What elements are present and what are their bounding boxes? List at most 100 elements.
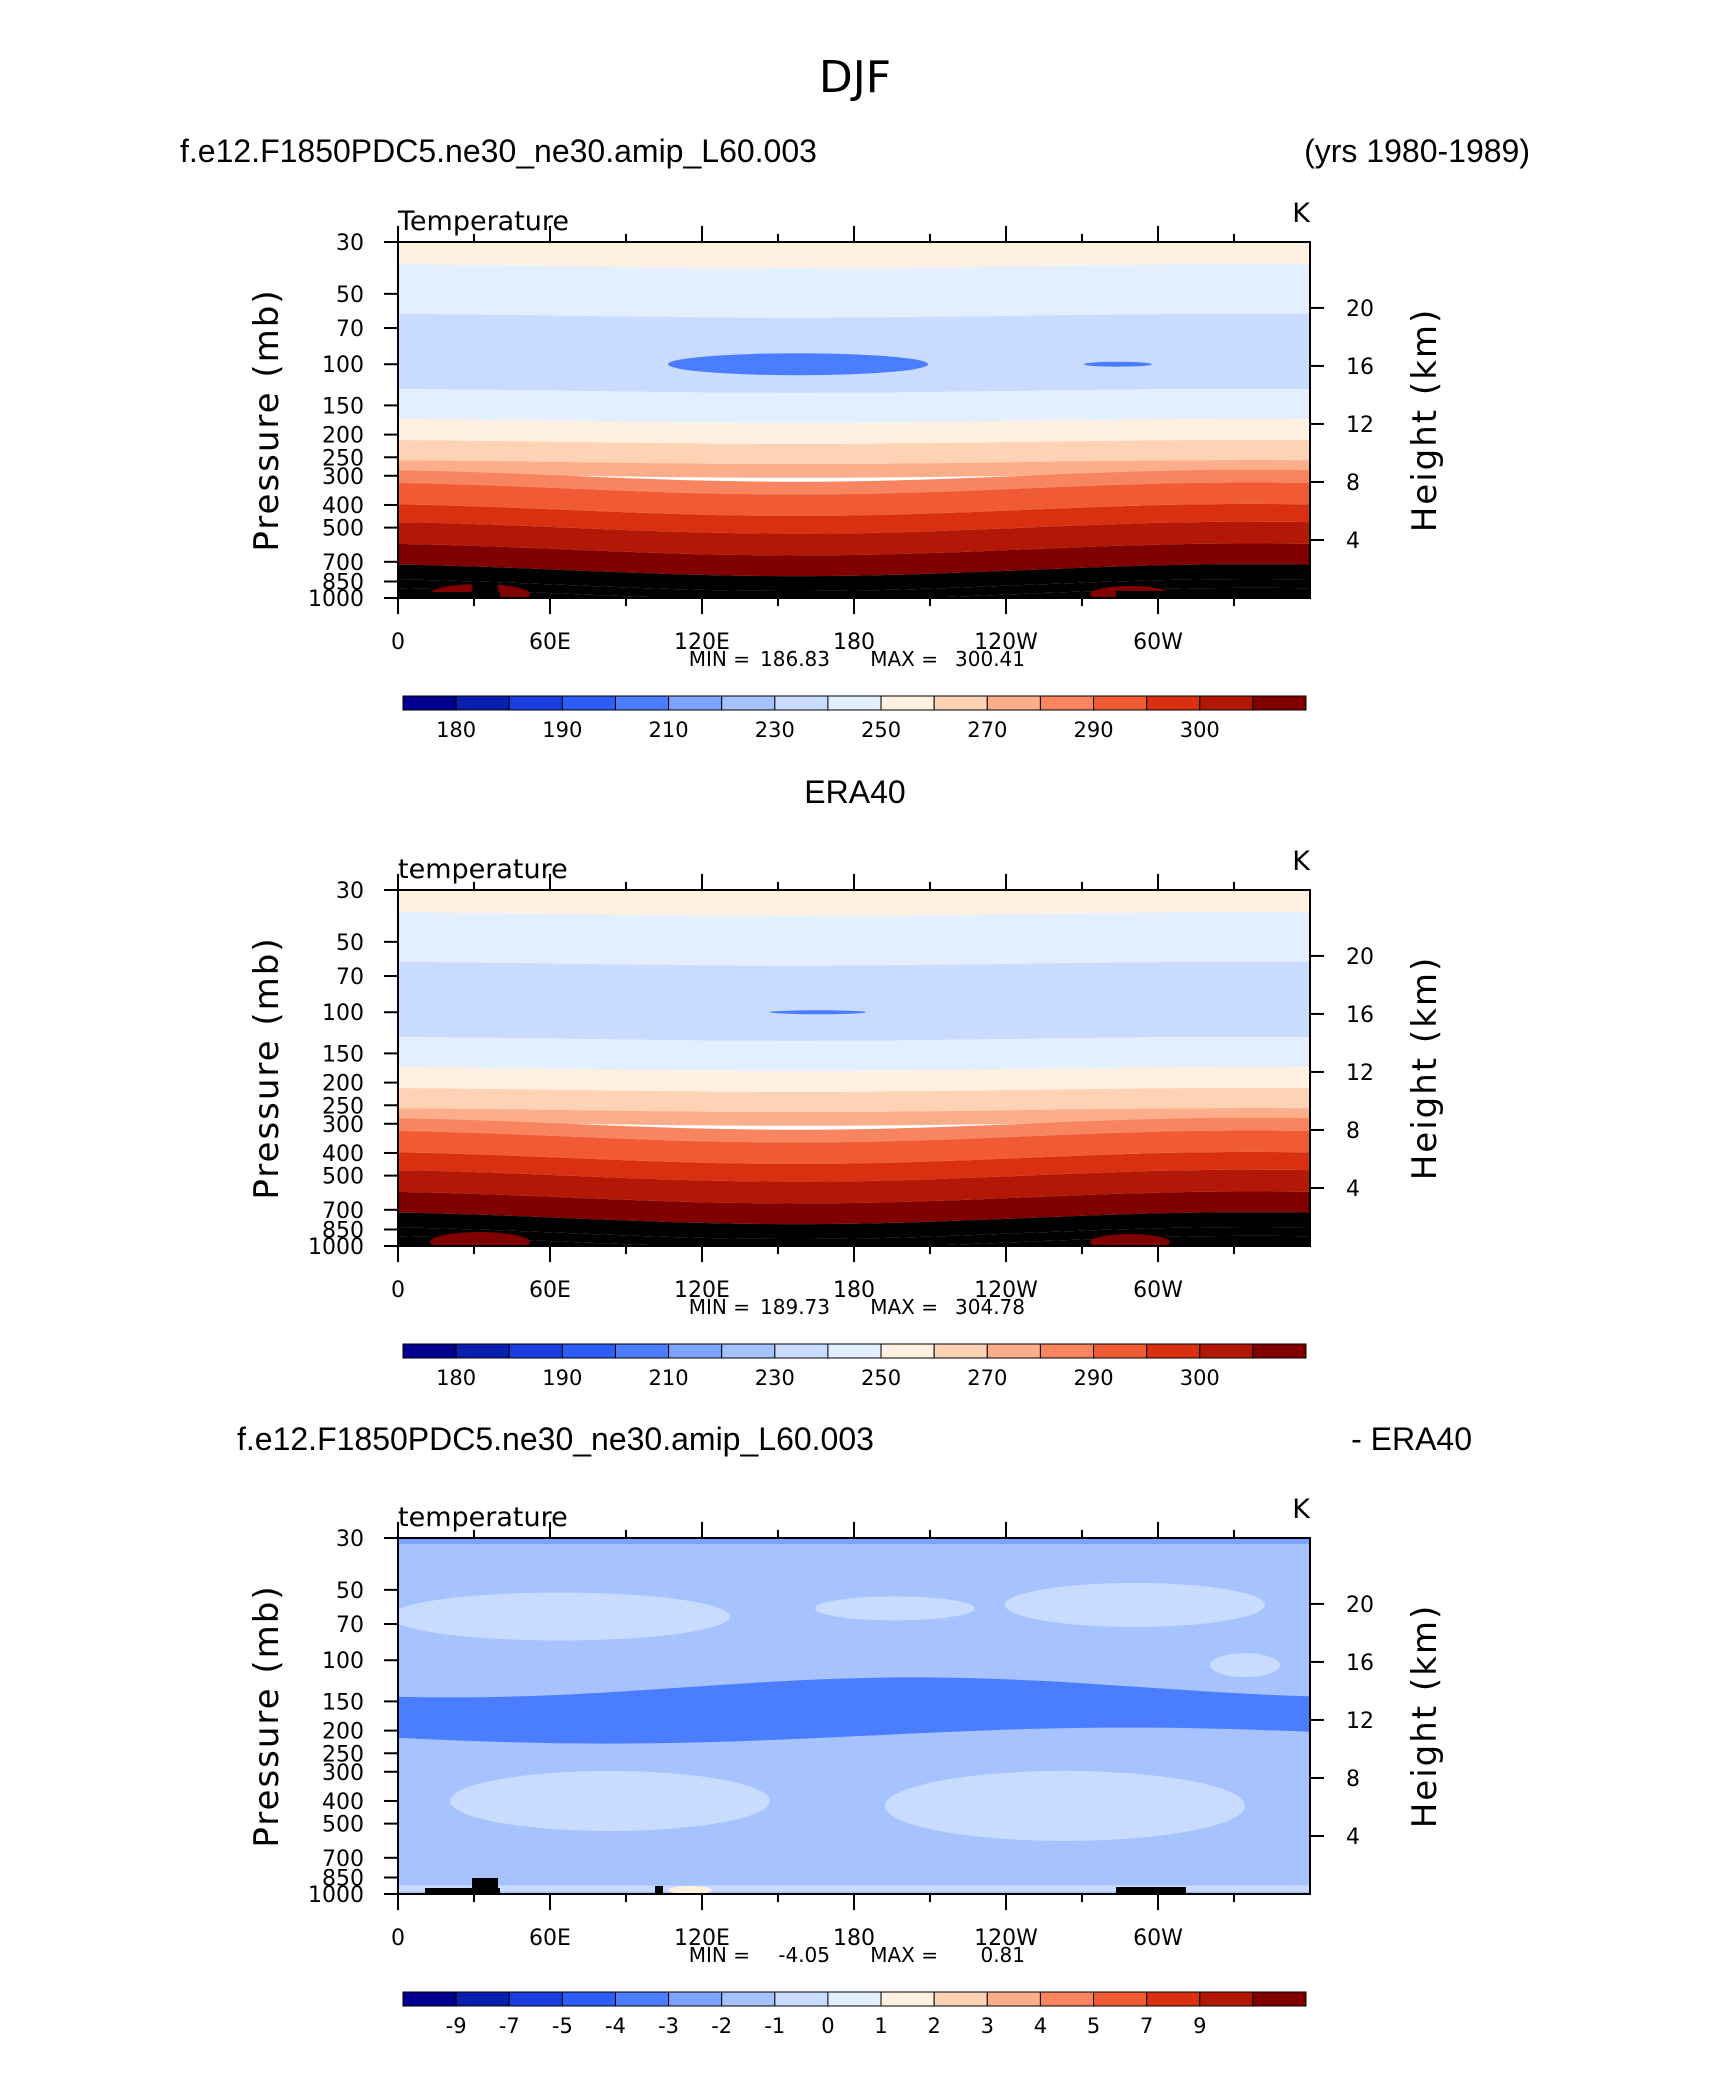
min-value: 189.73 [760, 1295, 830, 1319]
panel-units-label: K [1292, 198, 1311, 229]
contour-band [398, 460, 1310, 478]
y-tick-label: 100 [322, 1649, 364, 1674]
contour-band [398, 1227, 1310, 1246]
x-tick-label: 120W [974, 630, 1038, 655]
x-tick-label: 0 [391, 1926, 405, 1951]
contour-band [885, 1770, 1245, 1841]
right-tick-label: 16 [1346, 1651, 1374, 1676]
topography-mask [425, 592, 500, 598]
years-label: (yrs 1980-1989) [1304, 133, 1530, 169]
right-tick-label: 20 [1346, 1593, 1374, 1618]
colorbar-label: -4 [605, 2014, 626, 2038]
panel-title: ERA40 [804, 774, 905, 810]
colorbar-label: 230 [755, 1366, 795, 1390]
colorbar-swatch [402, 695, 457, 711]
colorbar-label: 270 [967, 1366, 1007, 1390]
colorbar-swatch [1199, 1991, 1254, 2007]
x-tick-label: 120E [674, 1278, 730, 1303]
colorbar-swatch [986, 1343, 1041, 1359]
colorbar-label: 210 [649, 718, 689, 742]
colorbar-swatch [508, 695, 563, 711]
panels: Temperature K0 60E 120E 180 120W 60W3050701001… [237, 198, 1472, 2038]
contour-band [815, 1596, 975, 1621]
contour-band [398, 482, 1310, 516]
contour-band [398, 912, 1310, 966]
colorbar-swatch [561, 1343, 616, 1359]
y-tick-label: 850 [322, 1219, 364, 1244]
colorbar-label: 3 [981, 2014, 994, 2038]
y-tick-label: 500 [322, 1813, 364, 1838]
contour-band [398, 264, 1310, 318]
contour-band [398, 1151, 1310, 1182]
contour-band [398, 961, 1310, 1041]
colorbar-label: 180 [436, 718, 476, 742]
y-tick-label: 150 [322, 1690, 364, 1715]
colorbar-label: -9 [446, 2014, 467, 2038]
colorbar-label: 300 [1180, 718, 1220, 742]
colorbar-swatch [933, 1343, 988, 1359]
y-axis-title: Pressure (mb) [247, 288, 287, 551]
y-axis-title: Pressure (mb) [247, 1584, 287, 1847]
colorbar-swatch [721, 1343, 776, 1359]
y-tick-label: 150 [322, 1042, 364, 1067]
y-tick-label: 400 [322, 494, 364, 519]
right-tick-label: 4 [1346, 1177, 1360, 1202]
max-label: MAX = [870, 647, 938, 671]
plot-area [398, 242, 1310, 598]
contour-band [398, 440, 1310, 464]
colorbar-swatch [614, 695, 670, 711]
contour-band [398, 1169, 1310, 1204]
plot-area [398, 890, 1310, 1246]
topography-mask [1116, 591, 1186, 598]
max-label: MAX = [870, 1295, 938, 1319]
y-tick-label: 50 [336, 283, 364, 308]
y-tick-label: 70 [336, 965, 364, 990]
colorbar-swatch [402, 1991, 457, 2007]
contour-band [398, 1538, 1310, 1544]
colorbar-label: -2 [711, 2014, 732, 2038]
right-tick-label: 4 [1346, 529, 1360, 554]
topography-mask [1116, 1887, 1186, 1894]
cold-core-region [770, 1010, 866, 1015]
colorbar-swatch [721, 695, 776, 711]
colorbar-label: 7 [1140, 2014, 1153, 2038]
contour-band [450, 1770, 770, 1831]
y-tick-label: 850 [322, 571, 364, 596]
min-label: MIN = [689, 1295, 750, 1319]
y-tick-label: 250 [322, 1742, 364, 1767]
colorbar-label: 0 [821, 2014, 834, 2038]
panel-left-label: Temperature [397, 206, 569, 237]
y-tick-label: 400 [322, 1142, 364, 1167]
contour-band [1210, 1653, 1280, 1678]
colorbar-label: 250 [861, 1366, 901, 1390]
colorbar-swatch [668, 1991, 723, 2007]
right-tick-label: 12 [1346, 1709, 1374, 1734]
contour-band [398, 503, 1310, 534]
right-tick-label: 20 [1346, 945, 1374, 970]
y-axis-title-right: Height (km) [1405, 956, 1445, 1181]
cold-core-region [1084, 361, 1152, 367]
contour-band [398, 521, 1310, 556]
colorbar-swatch [455, 695, 510, 711]
plot-area [398, 1538, 1310, 1894]
positive-anomaly-region [668, 1886, 712, 1894]
panel-units-label: K [1292, 846, 1311, 877]
x-tick-label: 60W [1133, 1278, 1183, 1303]
min-value: 186.83 [760, 647, 830, 671]
contour-band [398, 1108, 1310, 1126]
x-tick-label: 0 [391, 1278, 405, 1303]
panel-difference: f.e12.F1850PDC5.ne30_ne30.amip_L60.003 - … [237, 1421, 1472, 2038]
topography-mask [698, 592, 702, 598]
y-tick-label: 100 [322, 1001, 364, 1026]
y-tick-label: 30 [336, 231, 364, 256]
colorbar-swatch [880, 1343, 935, 1359]
colorbar-label: 230 [755, 718, 795, 742]
colorbar-swatch [1093, 695, 1148, 711]
colorbar-label: 1 [874, 2014, 887, 2038]
colorbar-swatch [614, 1991, 670, 2007]
colorbar-swatch [827, 1343, 882, 1359]
y-tick-label: 250 [322, 446, 364, 471]
y-tick-label: 700 [322, 551, 364, 576]
y-tick-label: 700 [322, 1199, 364, 1224]
